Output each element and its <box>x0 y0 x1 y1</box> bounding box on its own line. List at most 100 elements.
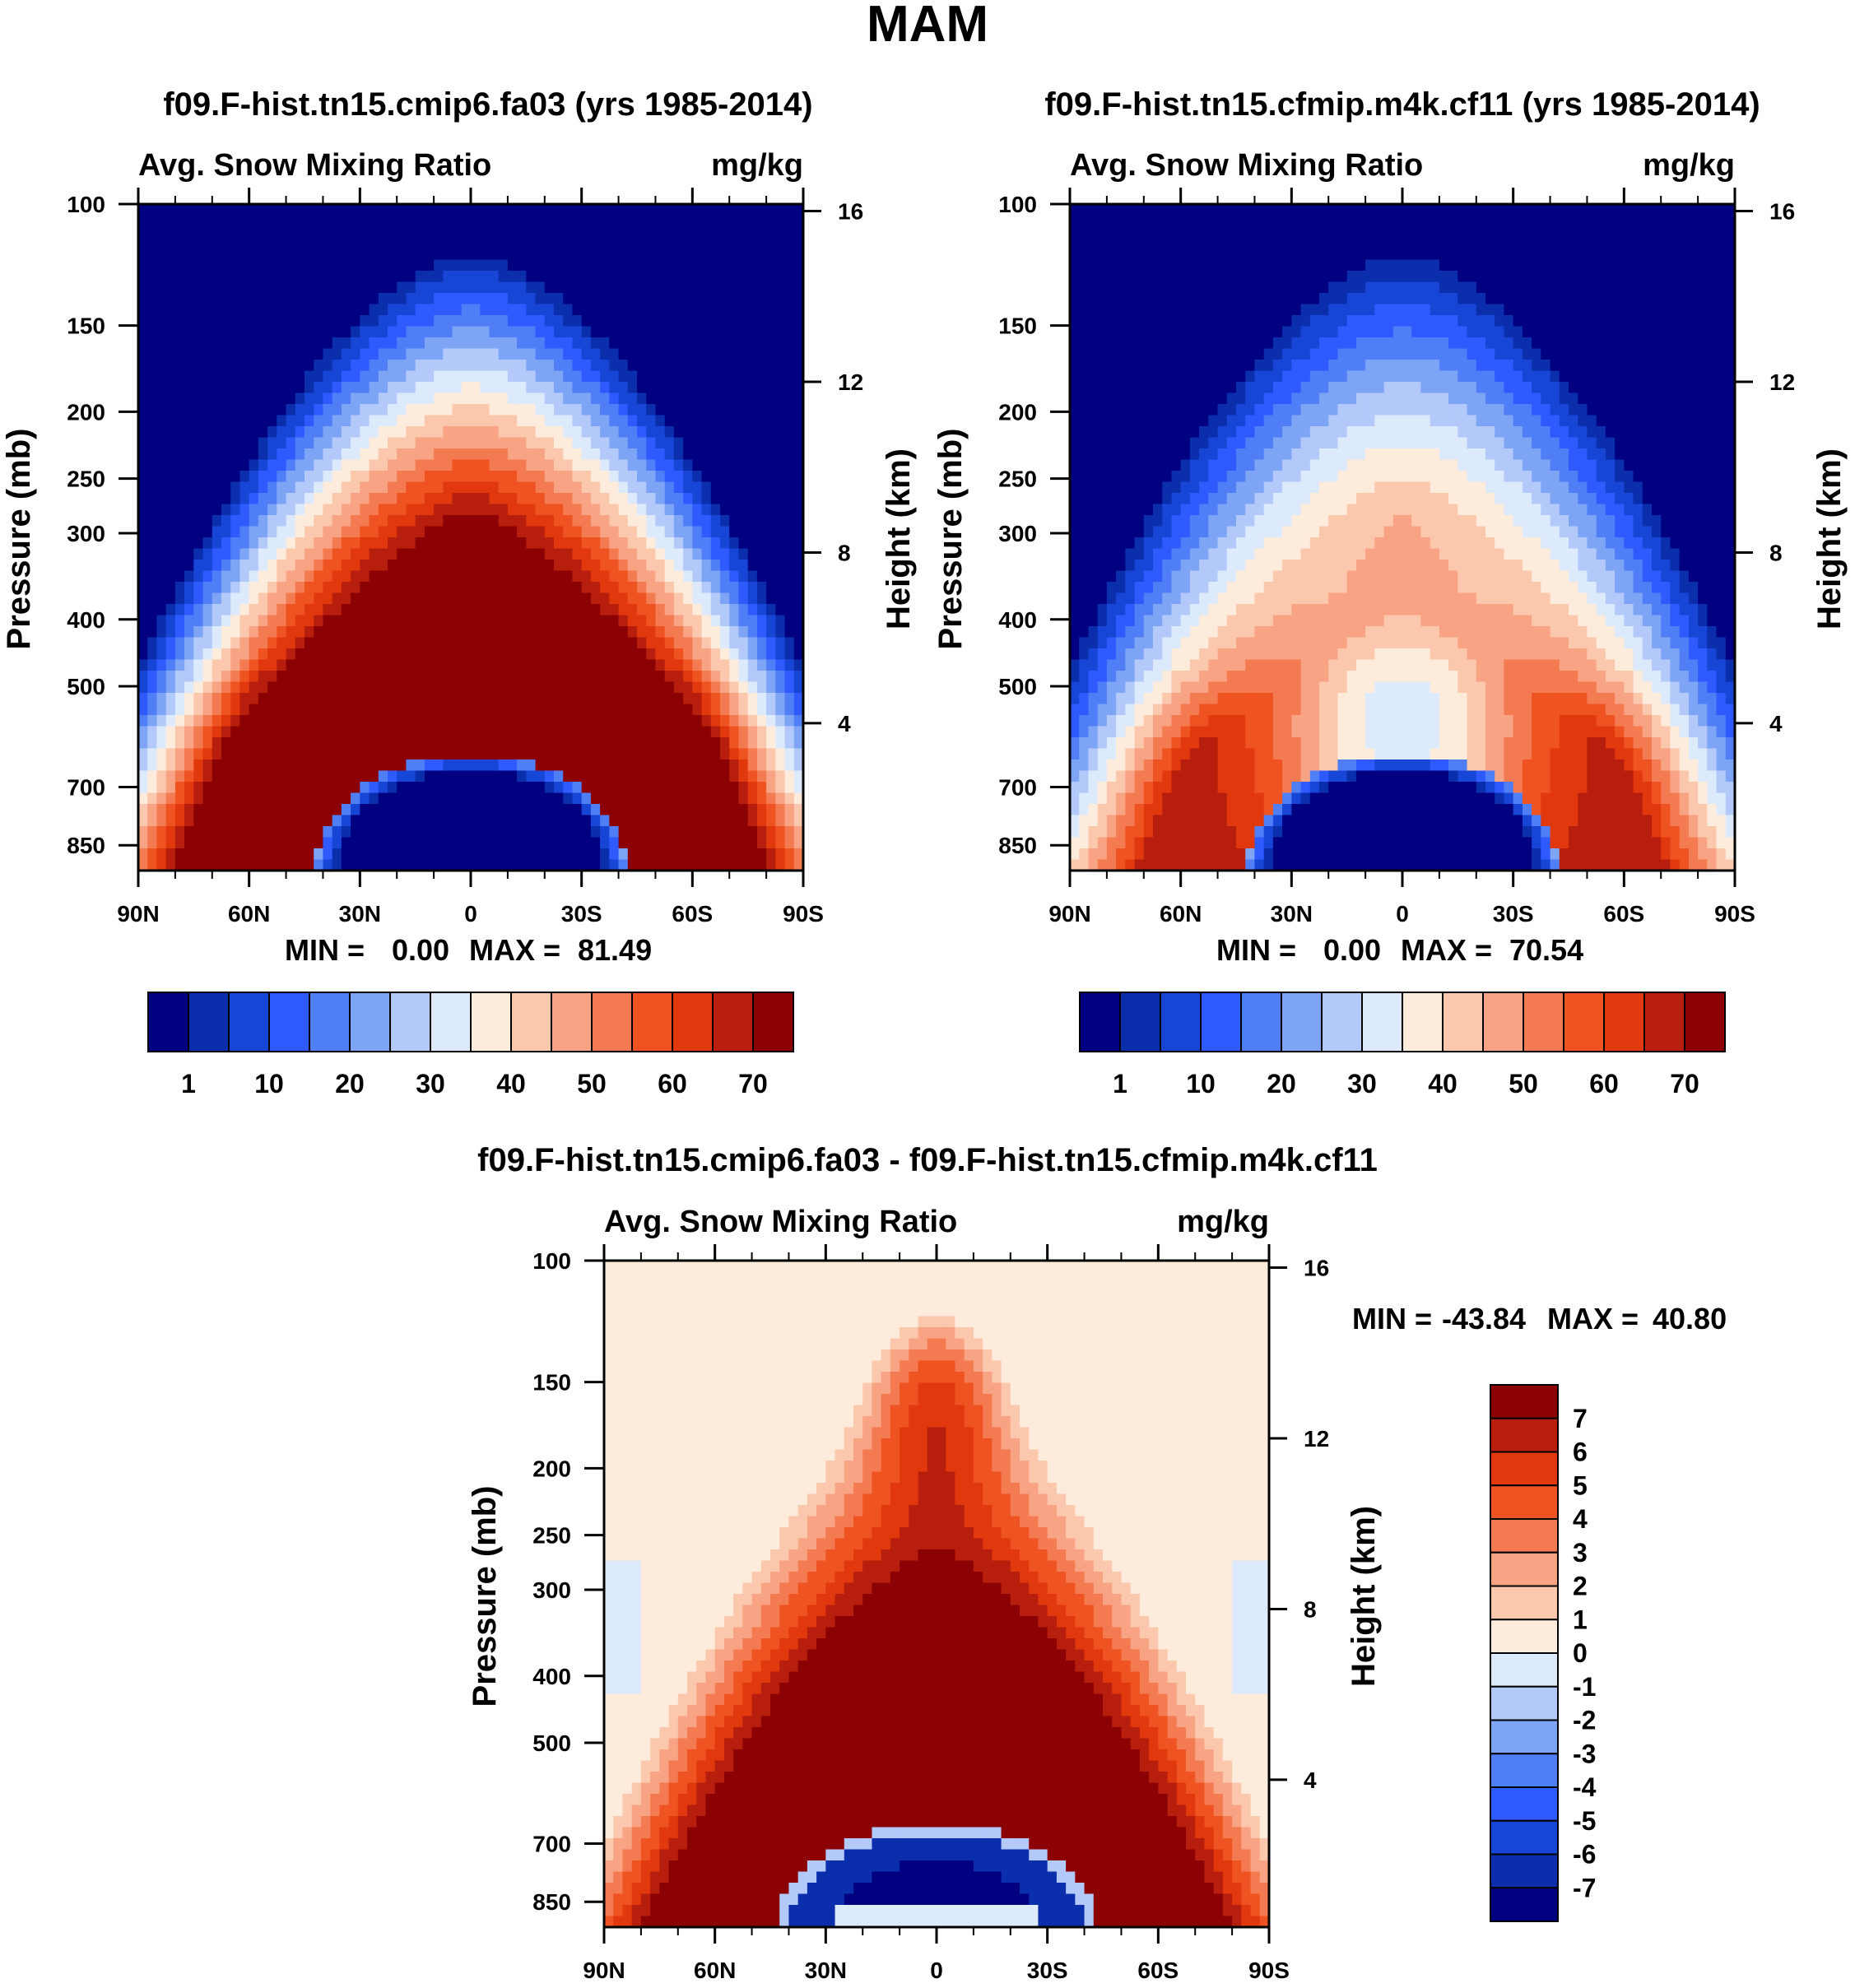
panel-1-cell <box>443 215 453 227</box>
panel-1-cell <box>480 815 490 827</box>
panel-1-cell <box>406 704 416 716</box>
panel-1-cell <box>489 582 500 594</box>
panel-1-cell <box>156 448 167 461</box>
panel-1-cell <box>766 637 776 649</box>
panel-2-cell <box>1346 204 1357 216</box>
panel-1-cell <box>351 792 360 805</box>
panel-1-colorbar-box <box>309 992 351 1052</box>
panel-1-cell <box>230 326 241 338</box>
panel-1-cell <box>747 548 758 560</box>
panel-1-cell <box>535 481 546 494</box>
panel-1-cell <box>517 804 527 816</box>
panel-1-cell <box>710 792 721 805</box>
panel-1-cell <box>277 382 287 394</box>
panel-1-cell <box>646 426 657 439</box>
panel-1-cell <box>230 237 241 249</box>
panel-1-cell <box>341 804 351 816</box>
panel-1-cell <box>701 726 712 738</box>
panel-1-cell <box>193 848 204 861</box>
panel-2-units-label: mg/kg <box>1643 148 1735 183</box>
panel-1-cell <box>618 615 629 627</box>
panel-1-cell <box>360 337 370 350</box>
panel-2-cell <box>1596 204 1606 216</box>
panel-1-cell <box>480 370 490 383</box>
panel-1-cell <box>314 348 324 360</box>
panel-1-cell <box>138 671 148 683</box>
panel-1-cell <box>305 626 314 639</box>
panel-1-cell <box>664 493 675 505</box>
panel-1-cell <box>590 304 601 316</box>
panel-1-cell <box>202 293 213 305</box>
panel-1-cell <box>434 604 444 616</box>
panel-1-cell <box>535 837 546 849</box>
panel-1-cell <box>710 859 721 871</box>
panel-1-cell <box>341 304 351 316</box>
panel-1-cell <box>184 637 194 649</box>
panel-1-cell <box>323 404 333 416</box>
panel-1-cell <box>720 481 730 494</box>
panel-1-cell <box>202 471 213 483</box>
panel-1-cell <box>526 370 537 383</box>
panel-1-cell <box>498 437 509 449</box>
panel-2-cell <box>1134 237 1145 249</box>
panel-1-cell <box>710 259 721 272</box>
panel-1-cell <box>147 637 158 649</box>
panel-1-cell <box>784 459 795 471</box>
panel-2-cell <box>1661 237 1671 249</box>
panel-1-cell <box>710 360 721 372</box>
panel-1-cell <box>664 281 675 294</box>
panel-2-cell <box>1088 271 1099 283</box>
panel-1-cell <box>507 859 518 871</box>
panel-2-cell <box>1189 248 1200 261</box>
panel-1-cell <box>544 693 555 705</box>
panel-2-cell <box>1070 237 1080 249</box>
panel-1-cell <box>397 204 407 216</box>
panel-2-cell <box>1226 226 1237 239</box>
panel-1-cell <box>443 404 453 416</box>
panel-1-cell <box>517 604 527 616</box>
panel-1-cell <box>138 326 148 338</box>
panel-1-cell <box>351 659 360 671</box>
panel-2-cell <box>1162 248 1173 261</box>
panel-1-cell <box>332 859 342 871</box>
panel-1-cell <box>738 337 749 350</box>
panel-1-colorbar-label: 10 <box>254 1069 284 1099</box>
panel-1-cell <box>526 226 537 239</box>
panel-1-cell <box>710 448 721 461</box>
panel-1-cell <box>600 637 610 649</box>
panel-1-cell <box>609 360 620 372</box>
panel-1-cell <box>323 315 333 327</box>
panel-1-cell <box>388 615 398 627</box>
panel-1-cell <box>471 671 481 683</box>
panel-1-cell <box>295 493 305 505</box>
panel-1-cell <box>406 681 416 694</box>
panel-1-cell <box>341 348 351 360</box>
panel-1-cell <box>590 570 601 583</box>
panel-1-cell <box>480 770 490 783</box>
panel-2-cell <box>1217 226 1228 239</box>
panel-1-cell <box>341 604 351 616</box>
panel-1-cell <box>793 370 804 383</box>
panel-1-cell <box>286 360 296 372</box>
panel-1-cell <box>341 281 351 294</box>
panel-1-cell <box>775 848 786 861</box>
panel-1-cell <box>692 759 703 772</box>
panel-2-cell <box>1070 204 1080 216</box>
panel-1-x-tick-label: 90N <box>117 901 159 927</box>
panel-1-cell <box>378 792 388 805</box>
panel-1-cell <box>572 759 583 772</box>
panel-1-cell <box>138 759 148 772</box>
panel-1-cell <box>286 693 296 705</box>
panel-1-cell <box>701 848 712 861</box>
panel-1-cell <box>295 815 305 827</box>
panel-1-cell <box>286 493 296 505</box>
panel-1-cell <box>415 493 425 505</box>
panel-2-cell <box>1615 237 1625 249</box>
panel-1-cell <box>369 204 379 216</box>
panel-1-cell <box>461 426 472 439</box>
panel-1-cell <box>683 681 693 694</box>
panel-2-cell <box>1633 248 1643 261</box>
panel-1-cell <box>193 804 204 816</box>
panel-1-cell <box>535 204 546 216</box>
panel-2-cell <box>1448 271 1458 283</box>
